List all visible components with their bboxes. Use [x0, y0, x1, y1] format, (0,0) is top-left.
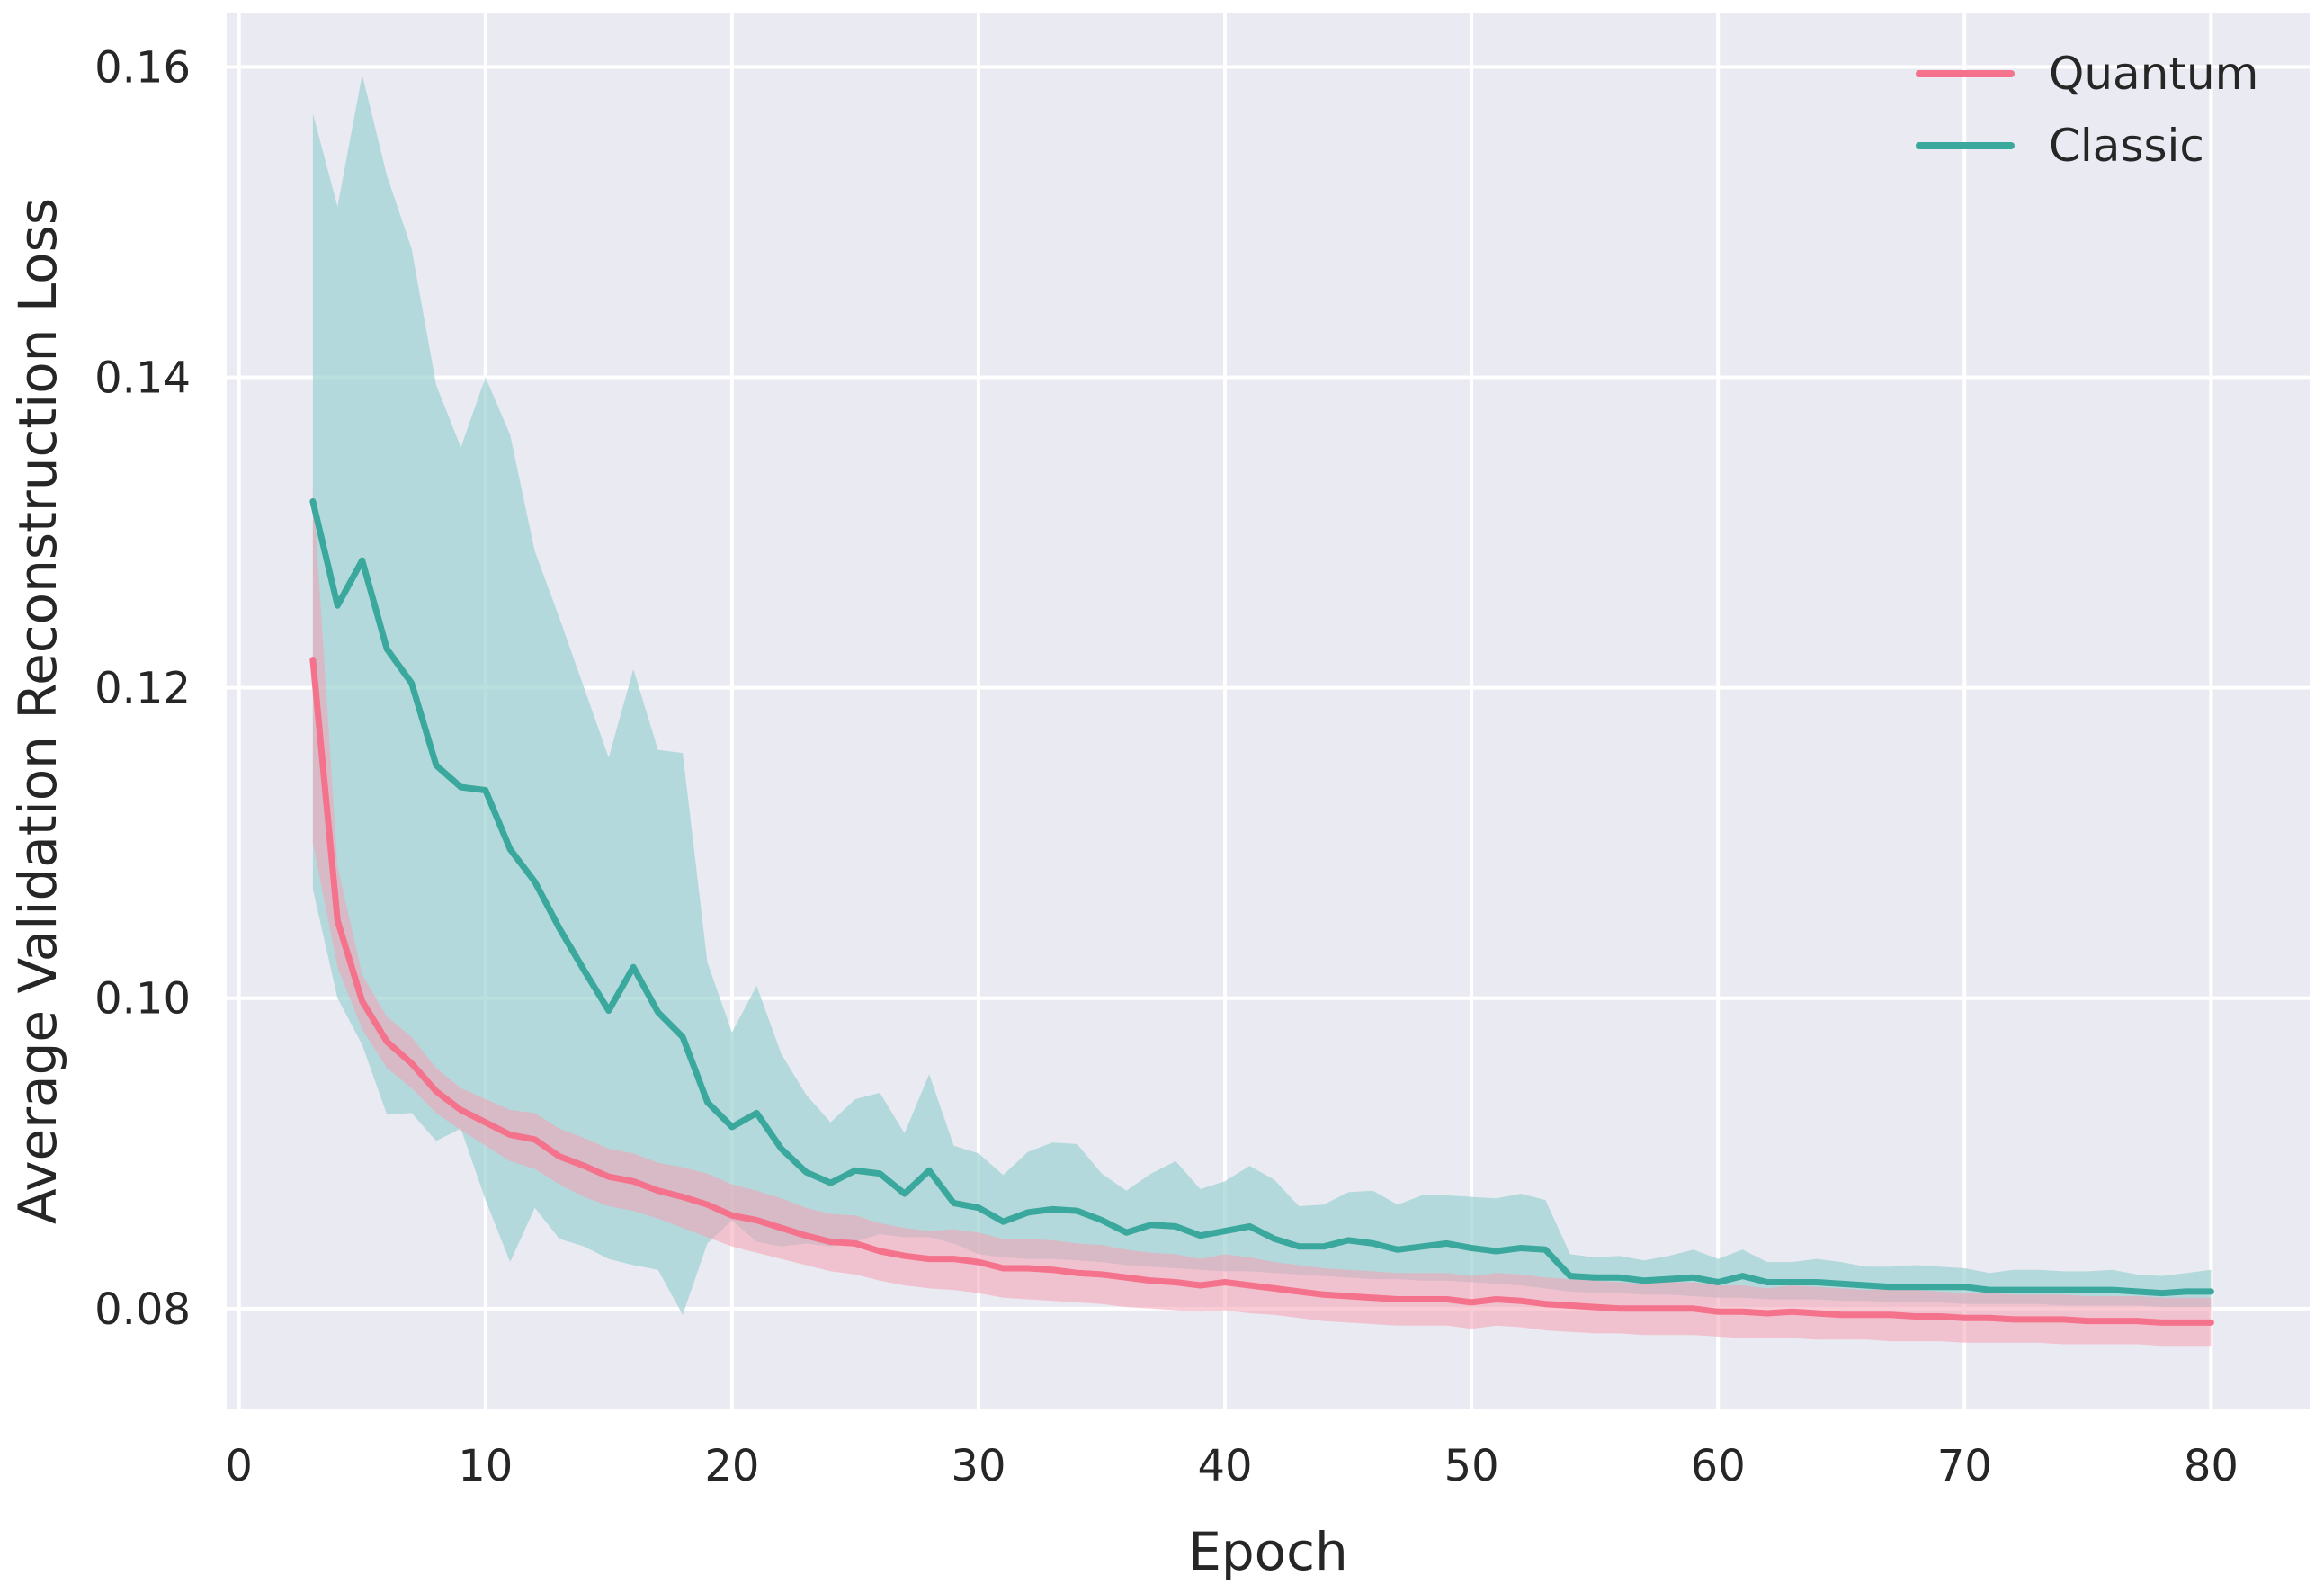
series-line-classic: [309, 498, 2214, 1297]
y-tick-label-0: 0.08: [94, 1284, 191, 1335]
series-lines: [309, 498, 2214, 1326]
x-tick-label-8: 80: [2184, 1441, 2239, 1491]
x-axis-ticks: 0 10 20 30 40 50 60 70 80: [225, 1441, 2238, 1491]
y-tick-label-1: 0.10: [94, 974, 191, 1025]
x-axis-label: Epoch: [1188, 1521, 1348, 1582]
x-tick-label-3: 30: [951, 1441, 1006, 1491]
legend-label-classic: Classic: [2049, 120, 2204, 172]
x-tick-label-7: 70: [1937, 1441, 1992, 1491]
y-axis-label: Average Validation Reconstruction Loss: [7, 198, 68, 1224]
y-tick-label-3: 0.14: [94, 353, 191, 404]
x-tick-label-1: 10: [458, 1441, 513, 1491]
x-tick-label-4: 40: [1197, 1441, 1252, 1491]
x-tick-label-6: 60: [1691, 1441, 1746, 1491]
x-tick-label-5: 50: [1444, 1441, 1499, 1491]
confidence-bands: [312, 75, 2212, 1347]
grid: [227, 13, 2310, 1409]
legend: Quantum Classic: [1916, 48, 2258, 172]
y-axis-ticks: 0.08 0.10 0.12 0.14 0.16: [94, 42, 191, 1334]
y-tick-label-4: 0.16: [94, 42, 191, 93]
series-line-quantum: [309, 657, 2214, 1326]
x-tick-label-0: 0: [225, 1441, 253, 1491]
legend-label-quantum: Quantum: [2049, 48, 2258, 100]
y-tick-label-2: 0.12: [94, 664, 191, 714]
x-tick-label-2: 20: [704, 1441, 759, 1491]
band-classic: [312, 75, 2212, 1315]
